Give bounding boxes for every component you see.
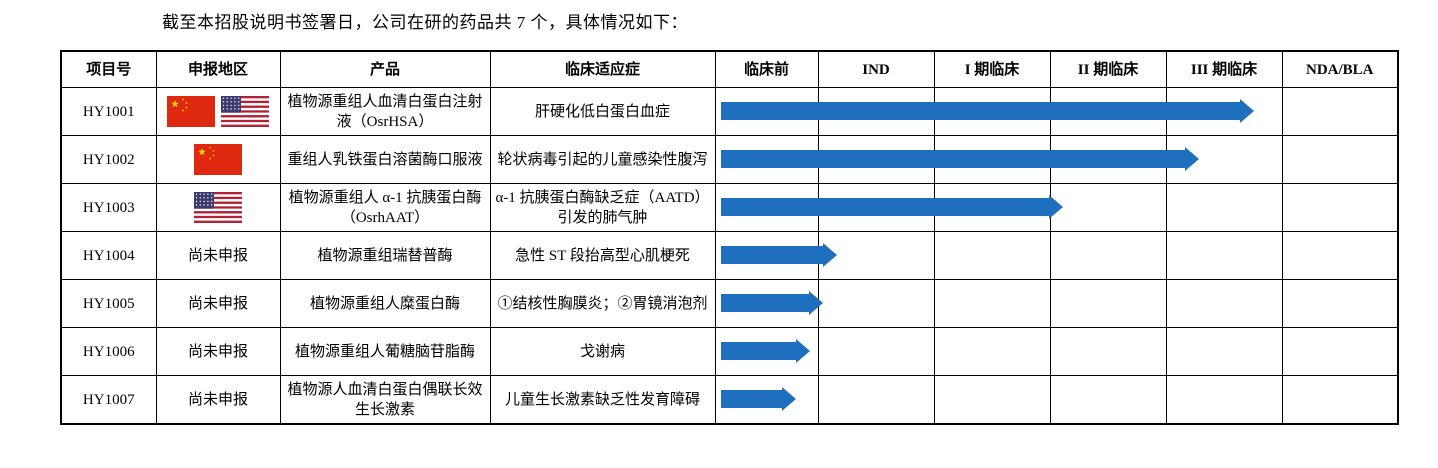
indication-cell: ①结核性胸膜炎；②胃镜消泡剂	[489, 279, 716, 328]
progress-arrow	[720, 99, 1254, 123]
product-cell: 植物源重组人葡糖脑苷脂酶	[279, 327, 491, 376]
stage-cell	[714, 327, 819, 376]
stage-cell	[1281, 327, 1399, 376]
progress-arrow	[720, 195, 1063, 219]
table-row: HY1006 尚未申报 植物源重组人葡糖脑苷脂酶 戈谢病	[60, 327, 1399, 376]
table-row: HY1004 尚未申报 植物源重组瑞替普酶 急性 ST 段抬高型心肌梗死	[60, 231, 1399, 280]
product-cell: 植物源重组瑞替普酶	[279, 231, 491, 280]
china-flag-icon	[194, 144, 242, 175]
stage-cell	[933, 231, 1051, 280]
project-id-cell: HY1002	[60, 135, 157, 184]
indication-cell: α-1 抗胰蛋白酶缺乏症（AATD）引发的肺气肿	[489, 183, 716, 232]
header-project-id: 项目号	[60, 50, 157, 88]
project-id-cell: HY1001	[60, 87, 157, 136]
progress-arrow	[720, 387, 796, 411]
stage-cell	[817, 279, 935, 328]
pipeline-table: 项目号 申报地区 产品 临床适应症 临床前 IND I 期临床 II 期临床 I…	[60, 50, 1399, 425]
indication-cell: 急性 ST 段抬高型心肌梗死	[489, 231, 716, 280]
header-phase2: II 期临床	[1049, 50, 1167, 88]
stage-cell	[1049, 327, 1167, 376]
usa-flag-icon	[221, 96, 269, 127]
stage-cell	[1049, 279, 1167, 328]
usa-flag-icon	[194, 192, 242, 223]
header-row: 项目号 申报地区 产品 临床适应症 临床前 IND I 期临床 II 期临床 I…	[60, 50, 1399, 88]
product-cell: 植物源重组人 α-1 抗胰蛋白酶（OsrhAAT）	[279, 183, 491, 232]
progress-arrow	[720, 147, 1199, 171]
indication-cell: 儿童生长激素缺乏性发育障碍	[489, 375, 716, 425]
region-cell	[155, 135, 281, 184]
stage-cell	[714, 135, 1199, 184]
indication-cell: 轮状病毒引起的儿童感染性腹泻	[489, 135, 716, 184]
stage-cell	[1281, 279, 1399, 328]
stage-cell	[1281, 183, 1399, 232]
region-cell	[155, 183, 281, 232]
region-cell: 尚未申报	[155, 231, 281, 280]
stage-cell	[1165, 279, 1283, 328]
table-row: HY1005 尚未申报 植物源重组人糜蛋白酶 ①结核性胸膜炎；②胃镜消泡剂	[60, 279, 1399, 328]
stage-cell	[933, 327, 1051, 376]
china-flag-icon	[167, 96, 215, 127]
project-id-cell: HY1004	[60, 231, 157, 280]
progress-arrow	[720, 243, 837, 267]
product-cell: 植物源重组人血清白蛋白注射液（OsrHSA）	[279, 87, 491, 136]
intro-text: 截至本招股说明书签署日，公司在研的药品共 7 个，具体情况如下：	[162, 13, 688, 32]
indication-cell: 肝硬化低白蛋白血症	[489, 87, 716, 136]
product-cell: 重组人乳铁蛋白溶菌酶口服液	[279, 135, 491, 184]
project-id-cell: HY1007	[60, 375, 157, 425]
product-cell: 植物源重组人糜蛋白酶	[279, 279, 491, 328]
region-cell: 尚未申报	[155, 279, 281, 328]
stage-cell	[933, 279, 1051, 328]
table-row: HY1001 植物源重组人血清白蛋白注射液（OsrHSA） 肝硬化低白蛋白血症	[60, 87, 1399, 136]
region-cell: 尚未申报	[155, 375, 281, 425]
region-cell: 尚未申报	[155, 327, 281, 376]
project-id-cell: HY1005	[60, 279, 157, 328]
header-phase1: I 期临床	[933, 50, 1051, 88]
header-phase3: III 期临床	[1165, 50, 1283, 88]
progress-arrow	[720, 339, 810, 363]
stage-cell	[933, 375, 1051, 425]
stage-cell	[1281, 231, 1399, 280]
stage-cell	[1165, 375, 1283, 425]
table-row: HY1002 重组人乳铁蛋白溶菌酶口服液 轮状病毒引起的儿童感染性腹泻	[60, 135, 1399, 184]
region-cell	[155, 87, 281, 136]
stage-cell	[1049, 375, 1167, 425]
project-id-cell: HY1003	[60, 183, 157, 232]
stage-cell	[1165, 231, 1283, 280]
header-region: 申报地区	[155, 50, 281, 88]
header-nda-bla: NDA/BLA	[1281, 50, 1399, 88]
header-ind: IND	[817, 50, 935, 88]
progress-arrow	[720, 291, 823, 315]
stage-cell	[817, 231, 935, 280]
stage-cell	[714, 183, 1063, 232]
stage-cell	[817, 375, 935, 425]
header-indication: 临床适应症	[489, 50, 716, 88]
product-cell: 植物源人血清白蛋白偶联长效生长激素	[279, 375, 491, 425]
stage-cell	[714, 231, 837, 280]
stage-cell	[817, 327, 935, 376]
stage-cell	[1165, 327, 1283, 376]
indication-cell: 戈谢病	[489, 327, 716, 376]
stage-cell	[1165, 183, 1283, 232]
stage-cell	[714, 375, 819, 425]
stage-cell	[1281, 375, 1399, 425]
project-id-cell: HY1006	[60, 327, 157, 376]
stage-cell	[1049, 183, 1167, 232]
stage-cell	[1049, 231, 1167, 280]
stage-cell	[1281, 135, 1399, 184]
table-row: HY1007 尚未申报 植物源人血清白蛋白偶联长效生长激素 儿童生长激素缺乏性发育障碍	[60, 375, 1399, 425]
stage-cell	[714, 279, 823, 328]
stage-cell	[714, 87, 1254, 136]
stage-cell	[1281, 87, 1399, 136]
header-preclinical: 临床前	[714, 50, 819, 88]
header-product: 产品	[279, 50, 491, 88]
table-row: HY1003 植物源重组人 α-1 抗胰蛋白酶（OsrhAAT） α-1 抗胰蛋白酶…	[60, 183, 1399, 232]
